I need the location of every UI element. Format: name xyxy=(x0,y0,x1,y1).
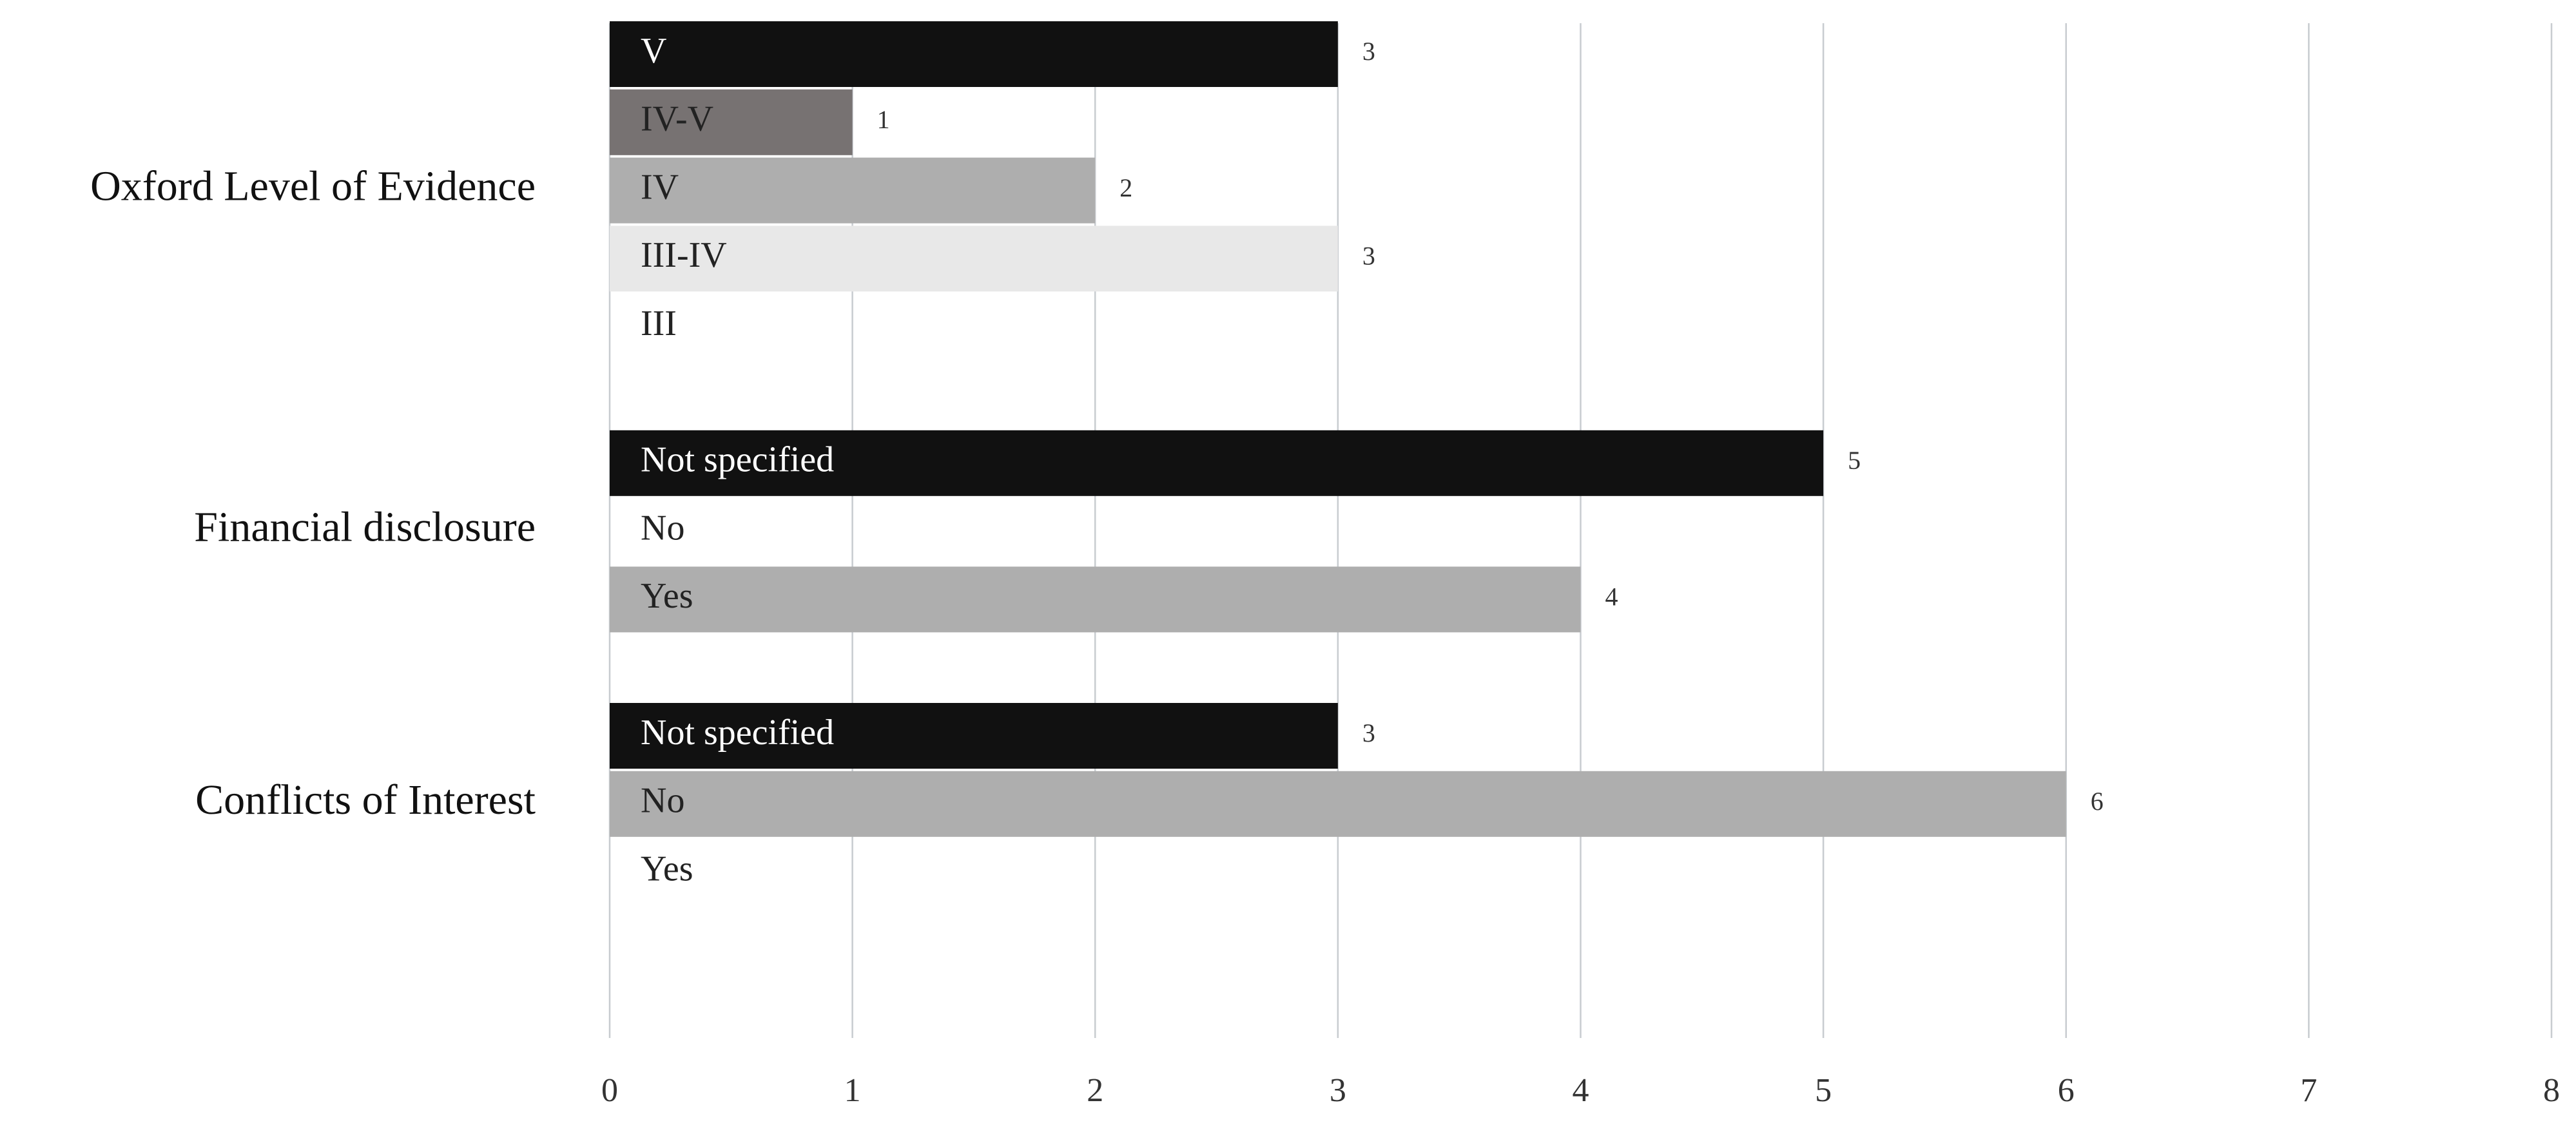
x-tick-label: 3 xyxy=(1330,1072,1346,1109)
value-label: 5 xyxy=(1848,446,1861,475)
category-label: Yes xyxy=(641,576,693,616)
bar xyxy=(610,89,853,155)
category-label: Not specified xyxy=(641,713,834,753)
value-label: 6 xyxy=(2091,787,2104,816)
bar xyxy=(610,21,1338,87)
x-tick-label: 7 xyxy=(2300,1072,2317,1109)
x-tick-label: 8 xyxy=(2543,1072,2560,1109)
bar xyxy=(610,771,2066,837)
bar xyxy=(610,157,1096,224)
x-tick-label: 1 xyxy=(844,1072,861,1109)
category-label: III-IV xyxy=(641,235,727,275)
category-label: No xyxy=(641,508,684,548)
bar xyxy=(610,430,1824,496)
value-label: 3 xyxy=(1362,718,1375,747)
value-label: 2 xyxy=(1119,173,1132,202)
category-label: V xyxy=(641,31,666,71)
x-tick-label: 2 xyxy=(1087,1072,1103,1109)
bar xyxy=(610,226,1338,292)
x-tick-label: 0 xyxy=(601,1072,618,1109)
x-tick-label: 4 xyxy=(1573,1072,1589,1109)
category-label: Yes xyxy=(641,849,693,889)
x-tick-label: 5 xyxy=(1815,1072,1832,1109)
value-label: 3 xyxy=(1362,242,1375,271)
group-label: Financial disclosure xyxy=(194,504,536,551)
value-label: 3 xyxy=(1362,37,1375,66)
group-label: Conflicts of Interest xyxy=(195,776,536,823)
value-label: 1 xyxy=(877,105,890,134)
category-label: IV xyxy=(641,167,679,207)
x-tick-label: 6 xyxy=(2058,1072,2075,1109)
bar xyxy=(610,703,1338,769)
category-label: No xyxy=(641,781,684,821)
bar xyxy=(610,566,1581,633)
group-label: Oxford Level of Evidence xyxy=(90,163,536,210)
category-label: IV-V xyxy=(641,99,713,139)
value-label: 4 xyxy=(1605,582,1618,611)
category-label: Not specified xyxy=(641,440,834,480)
category-label: III xyxy=(641,303,677,343)
